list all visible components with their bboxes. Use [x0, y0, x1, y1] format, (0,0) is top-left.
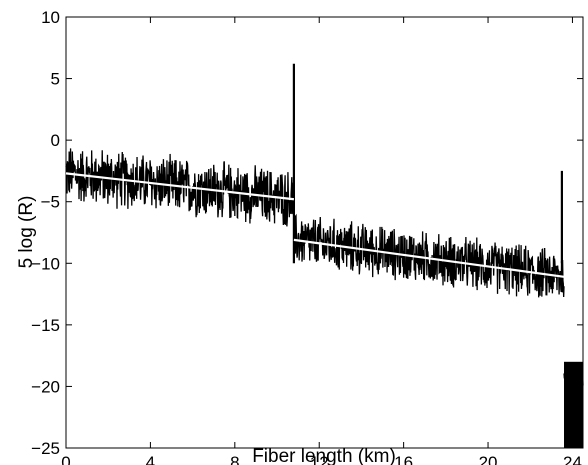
x-tick-label: 12 — [310, 453, 329, 465]
trace-segment-2 — [293, 213, 565, 298]
y-tick-label: −20 — [31, 377, 60, 396]
plot-frame — [65, 16, 584, 449]
y-tick-label: 5 — [51, 70, 60, 89]
y-tick-label: −15 — [31, 316, 60, 335]
y-tick-label: −25 — [31, 439, 60, 458]
x-tick-label: 0 — [61, 453, 70, 465]
x-tick-label: 20 — [479, 453, 498, 465]
x-axis: 0 4 8 12 16 20 24 — [61, 17, 582, 465]
y-axis: 10 5 0 −5 −10 −15 −20 −25 — [31, 8, 583, 458]
fit-group — [65, 172, 565, 278]
trace-group — [65, 63, 584, 448]
y-tick-label: 10 — [41, 8, 60, 27]
end-dropoff — [564, 361, 583, 448]
x-axis-label: Fiber length (km) — [252, 446, 396, 465]
y-tick-label: 0 — [51, 131, 60, 150]
plot-area — [65, 16, 584, 449]
x-tick-label: 16 — [394, 453, 413, 465]
x-tick-label: 8 — [230, 453, 239, 465]
y-tick-label: −10 — [31, 254, 60, 273]
x-tick-label: 4 — [146, 453, 155, 465]
y-axis-label: 5 log (R) — [16, 196, 37, 269]
fit-line-1 — [65, 172, 295, 201]
y-tick-label: −5 — [41, 193, 60, 212]
trace-segment-1 — [65, 148, 295, 227]
fit-line-2 — [293, 238, 565, 278]
x-tick-label: 24 — [563, 453, 582, 465]
